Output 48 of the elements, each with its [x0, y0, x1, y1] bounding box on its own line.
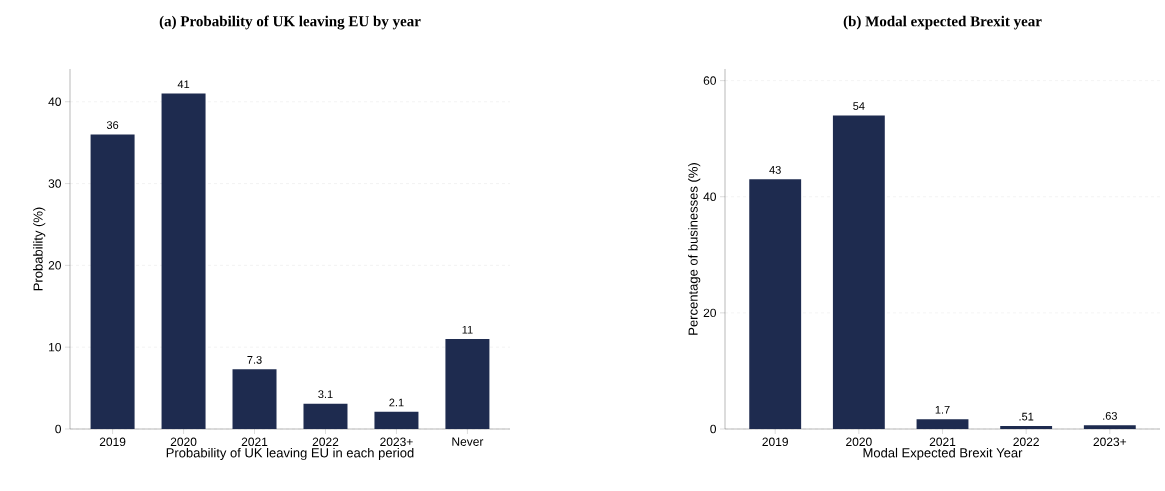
x-tick-label: 2023+ [1093, 437, 1127, 447]
data-label: .63 [1103, 412, 1117, 420]
bar [445, 339, 490, 429]
bar [916, 419, 969, 429]
bar [832, 115, 885, 429]
x-tick-label: 2020 [846, 437, 872, 447]
y-tick-label: 30 [48, 179, 62, 188]
bar [749, 179, 802, 429]
bar [374, 411, 419, 429]
y-axis-title: Percentage of businesses (%) [688, 163, 701, 335]
data-label: 3.1 [318, 390, 333, 399]
y-tick-label: 20 [703, 308, 717, 318]
y-tick-label: 0 [710, 424, 717, 434]
bar [1000, 426, 1053, 429]
x-tick-label: 2023+ [380, 437, 413, 447]
data-label: .51 [1019, 412, 1034, 421]
x-tick-label: 2021 [241, 437, 268, 447]
bar [1083, 425, 1136, 429]
x-tick-label: Never [452, 437, 484, 446]
bar [161, 93, 206, 429]
data-label: 36 [106, 121, 119, 129]
y-tick-label: 0 [55, 424, 62, 434]
data-label: 11 [462, 325, 473, 334]
data-label: 54 [853, 102, 865, 110]
data-label: 7.3 [247, 355, 262, 364]
bar [90, 134, 135, 429]
y-tick-label: 40 [48, 97, 62, 106]
y-tick-label: 20 [48, 261, 62, 270]
x-axis-title: Modal Expected Brexit Year [863, 447, 1023, 461]
x-tick-label: 2019 [99, 437, 126, 447]
data-label: 2.1 [389, 398, 404, 407]
x-axis-title: Probability of UK leaving EU in each period [166, 447, 414, 461]
chart-title: (a) Probability of UK leaving EU by year [159, 15, 421, 30]
data-label: 1.7 [935, 406, 950, 414]
x-tick-label: 2022 [312, 437, 339, 447]
x-tick-label: 2022 [1013, 437, 1039, 447]
y-tick-label: 40 [703, 192, 717, 201]
data-label: 43 [769, 166, 781, 174]
y-axis-title: Probability (%) [33, 207, 46, 291]
bar [232, 369, 277, 429]
y-tick-label: 10 [49, 342, 62, 352]
chart-title: (b) Modal expected Brexit year [843, 15, 1042, 30]
x-tick-label: 2021 [929, 437, 956, 447]
y-tick-label: 60 [703, 76, 717, 85]
bar [303, 403, 348, 429]
x-tick-label: 2020 [170, 437, 197, 447]
data-label: 41 [177, 80, 190, 89]
x-tick-label: 2019 [762, 437, 788, 447]
